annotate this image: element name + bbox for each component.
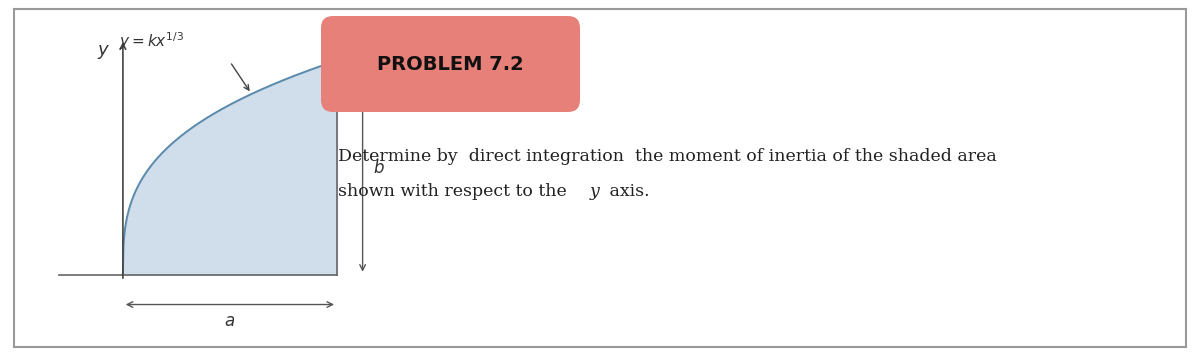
Text: $a$: $a$ bbox=[224, 313, 235, 330]
Text: PROBLEM 7.2: PROBLEM 7.2 bbox=[377, 54, 524, 73]
Text: $y$: $y$ bbox=[97, 43, 110, 62]
Text: $y = kx^{1/3}$: $y = kx^{1/3}$ bbox=[119, 30, 184, 52]
FancyBboxPatch shape bbox=[322, 16, 580, 112]
Text: y: y bbox=[590, 183, 600, 200]
Text: shown with respect to the: shown with respect to the bbox=[338, 183, 572, 200]
Text: axis.: axis. bbox=[604, 183, 649, 200]
Text: Determine by  direct integration  the moment of inertia of the shaded area: Determine by direct integration the mome… bbox=[338, 148, 997, 165]
Text: $b$: $b$ bbox=[373, 159, 385, 176]
